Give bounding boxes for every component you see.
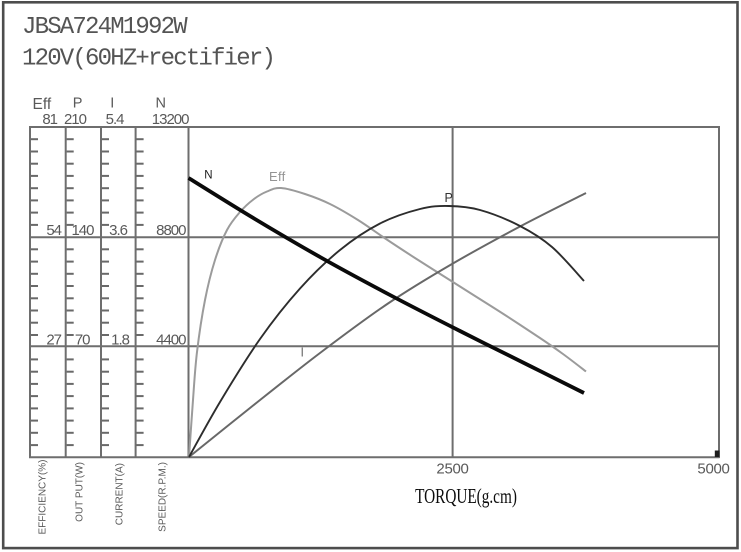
svg-text:N: N [156,96,166,112]
svg-text:JBSA724M1992W: JBSA724M1992W [22,14,188,41]
svg-text:27: 27 [46,332,61,349]
svg-text:8800: 8800 [156,222,186,239]
svg-text:EFFICIENCY(%): EFFICIENCY(%) [38,460,49,535]
svg-text:70: 70 [75,332,90,349]
svg-text:140: 140 [71,222,94,239]
svg-text:1.8: 1.8 [111,332,130,349]
svg-text:5000: 5000 [697,461,729,478]
svg-text:3.6: 3.6 [109,222,128,239]
svg-text:TORQUE(g.cm): TORQUE(g.cm) [415,485,517,509]
svg-text:N: N [204,169,212,181]
svg-text:120V(60HZ+rectifier): 120V(60HZ+rectifier) [22,46,274,73]
svg-text:CURRENT(A): CURRENT(A) [115,463,126,525]
svg-text:210: 210 [64,111,87,128]
svg-text:I: I [110,96,114,112]
svg-text:5.4: 5.4 [106,111,125,128]
svg-text:OUT PUT(W): OUT PUT(W) [75,462,86,522]
svg-text:P: P [445,191,453,205]
svg-text:13200: 13200 [152,111,189,128]
svg-text:2500: 2500 [436,461,468,478]
svg-text:I: I [301,346,304,360]
svg-text:54: 54 [46,222,61,239]
svg-text:4400: 4400 [156,332,186,349]
svg-text:Eff: Eff [269,169,286,184]
svg-text:SPEED(R.P.M.): SPEED(R.P.M.) [158,462,169,532]
svg-text:Eff: Eff [33,96,52,113]
svg-text:81: 81 [42,111,57,128]
svg-text:P: P [73,96,83,112]
